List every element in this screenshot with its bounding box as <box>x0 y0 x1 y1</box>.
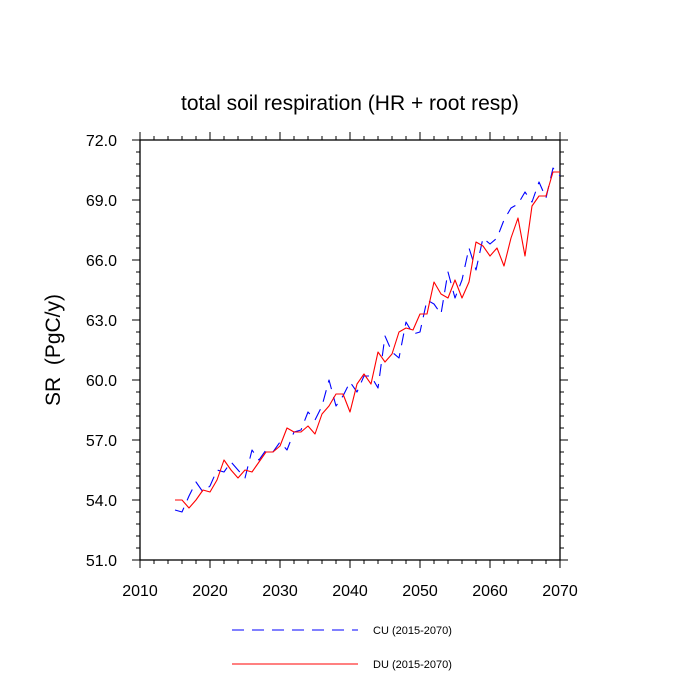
y-tick-label: 54.0 <box>86 493 117 510</box>
chart-title: total soil respiration (HR + root resp) <box>181 92 519 115</box>
y-tick-label: 57.0 <box>86 433 117 450</box>
y-tick-label: 60.0 <box>86 373 117 390</box>
series-layer <box>174 167 561 513</box>
y-tick-label: 66.0 <box>86 253 117 270</box>
y-tick-label: 72.0 <box>86 133 117 150</box>
y-tick-label: 69.0 <box>86 193 117 210</box>
x-tick-label: 2040 <box>332 583 368 600</box>
x-tick-label: 2010 <box>122 583 158 600</box>
y-tick-label: 63.0 <box>86 313 117 330</box>
x-tick-label: 2070 <box>542 583 578 600</box>
plot-frame <box>139 139 561 561</box>
legend: CU (2015-2070) DU (2015-2070) <box>232 625 452 671</box>
y-axis-label: SR (PgC/y) <box>42 294 65 406</box>
x-tick-label: 2030 <box>262 583 298 600</box>
series-line-cu <box>174 167 561 513</box>
legend-label-cu: CU (2015-2070) <box>373 625 452 637</box>
x-tick-label: 2020 <box>192 583 228 600</box>
x-tick-label: 2060 <box>472 583 508 600</box>
axis-ticks: 2010 2020 2030 2040 2050 2060 2070 51.0 54.0 57.0… <box>86 132 578 600</box>
x-tick-label: 2050 <box>402 583 438 600</box>
series-line-du <box>175 171 560 509</box>
legend-label-du: DU (2015-2070) <box>373 659 452 671</box>
plot-border <box>139 139 561 561</box>
y-tick-label: 51.0 <box>86 553 117 570</box>
